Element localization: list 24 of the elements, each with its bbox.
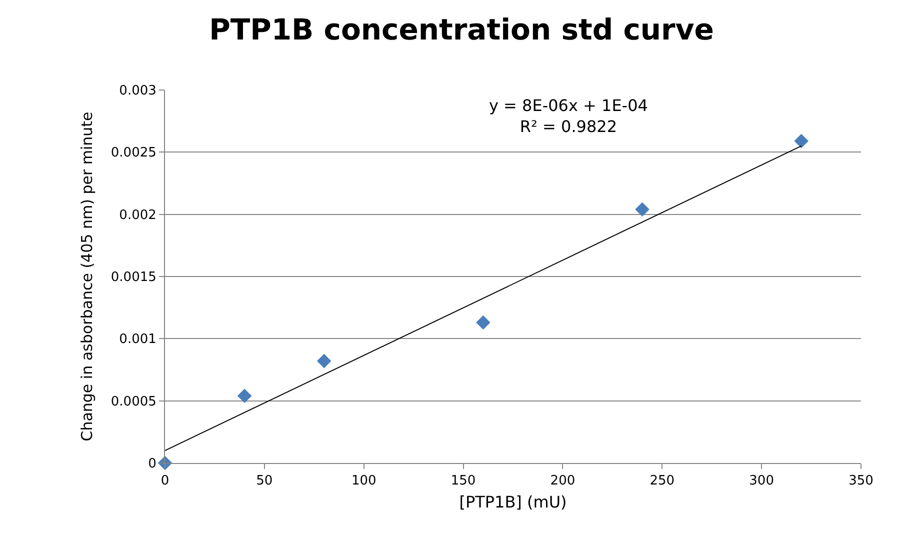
y-tick-label: 0.001 <box>119 332 156 348</box>
annotation: y = 8E-06x + 1E-04 R² = 0.9822 <box>489 96 648 136</box>
point <box>237 388 252 404</box>
x-tick-label: 150 <box>450 474 476 489</box>
point <box>635 202 650 217</box>
y-tick-label: 0.002 <box>119 208 156 223</box>
x-tick-label: 200 <box>550 474 576 489</box>
x-tick-label: 100 <box>351 474 376 489</box>
x-tick-label: 0 <box>160 474 170 489</box>
y-axis-title: Change in asborbance (405 nm) per minute <box>78 112 96 442</box>
x-tick-label: 250 <box>650 474 675 489</box>
point <box>794 134 808 148</box>
x-tick-label: 50 <box>256 474 273 489</box>
chart-title: PTP1B concentration std curve <box>209 12 714 47</box>
point <box>476 315 490 330</box>
y-tick-label: 0 <box>148 456 156 472</box>
x-tick-label: 300 <box>749 474 774 489</box>
y-tick-label: 0.003 <box>119 84 156 99</box>
x-tick-label: 350 <box>848 474 874 489</box>
point <box>316 354 332 368</box>
y-tick-label: 0.0025 <box>110 146 156 161</box>
x-axis-title: [PTP1B] (mU) <box>459 492 567 512</box>
y-tick-label: 0.0015 <box>110 270 156 286</box>
y-tick-label: 0.0005 <box>110 394 156 410</box>
